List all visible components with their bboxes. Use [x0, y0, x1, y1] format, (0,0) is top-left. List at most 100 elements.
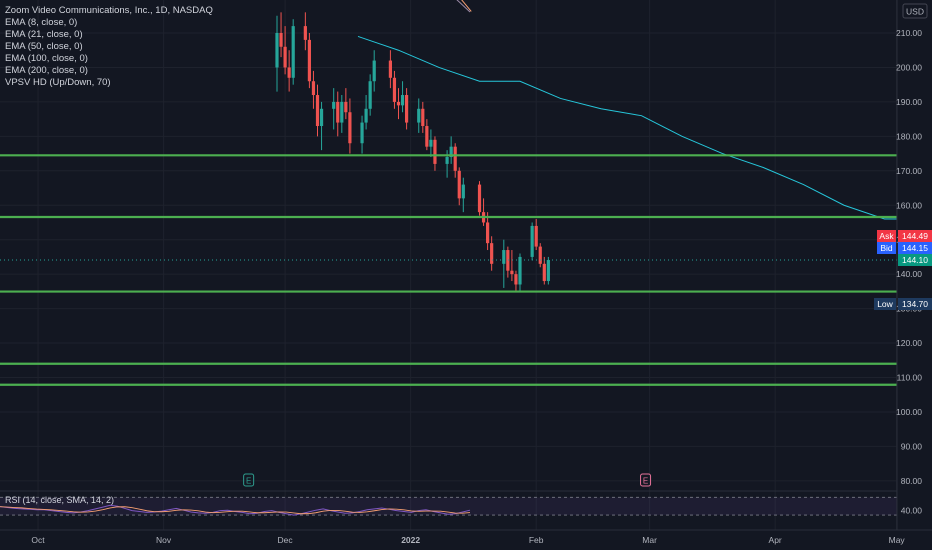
candle-body [457, 170, 461, 199]
time-tick-label: Nov [156, 535, 172, 545]
price-tick-label: 200.00 [896, 62, 922, 72]
candle-body [405, 95, 409, 123]
price-tick-label: 210.00 [896, 28, 922, 38]
candle-body [336, 101, 340, 123]
price-tick-label: 120.00 [896, 338, 922, 348]
price-tick-label: 170.00 [896, 166, 922, 176]
earnings-layer: EEE [243, 473, 652, 487]
chart-legend: Zoom Video Communications, Inc., 1D, NAS… [5, 5, 213, 89]
candle-body [477, 184, 482, 213]
ema-200-line [456, 0, 471, 13]
candle-body [400, 95, 405, 106]
candle-body [506, 250, 510, 271]
earnings-marker[interactable] [640, 473, 652, 487]
price-tag-name: Ask [879, 231, 894, 241]
candle-body [461, 184, 465, 199]
candle-body [303, 26, 307, 40]
price-tag-name: Low [877, 299, 893, 309]
rsi-tick-label: 40.00 [901, 506, 923, 516]
candle-body [421, 108, 425, 127]
candle-body [275, 33, 279, 68]
candle-body [311, 81, 316, 96]
time-tick-label: Dec [278, 535, 294, 545]
candle-body [445, 157, 449, 164]
ema-fast-line [357, 35, 909, 220]
candle-body [315, 95, 320, 127]
price-tick-label: 90.00 [901, 441, 923, 451]
price-tag-name-box [877, 230, 896, 242]
candle-body [530, 225, 534, 257]
candle-body [417, 108, 421, 123]
legend-ema-100[interactable]: EMA (100, close, 0) [5, 53, 88, 64]
candle-body [546, 260, 550, 282]
symbol-title[interactable]: Zoom Video Communications, Inc., 1D, NAS… [5, 5, 213, 16]
legend-vpsv[interactable]: VPSV HD (Up/Down, 70) [5, 77, 111, 88]
price-tag-box [898, 230, 932, 242]
time-axis[interactable]: SepOctNovDec2022FebMarAprMayJunJul [0, 529, 932, 545]
candle-body [307, 39, 311, 82]
price-tag-value: 144.10 [902, 255, 928, 265]
candle-body [360, 122, 364, 144]
earnings-marker-label: E [246, 477, 251, 486]
rsi-label[interactable]: RSI (14, close, SMA, 14, 2) [5, 495, 114, 505]
price-tag-value: 134.70 [902, 299, 928, 309]
price-tick-label: 160.00 [896, 200, 922, 210]
candle-body [332, 101, 336, 109]
price-tick-label: 100.00 [896, 407, 922, 417]
candle-body [344, 101, 348, 113]
time-tick-label: Mar [642, 535, 657, 545]
candle-body [514, 274, 518, 285]
candle-body [319, 108, 324, 127]
time-tick-label: Apr [769, 535, 782, 545]
candle-body [429, 139, 433, 147]
candle-body [534, 225, 538, 247]
legend-ema-8[interactable]: EMA (8, close, 0) [5, 17, 78, 28]
candle-body [449, 146, 453, 158]
time-tick-label: May [889, 535, 906, 545]
price-tags: Ask 144.49 Bid 144.15 144.10 Low 134.70 [874, 230, 932, 310]
price-tick-label: 190.00 [896, 97, 922, 107]
earnings-marker-label: E [643, 477, 648, 486]
candle-body [425, 126, 429, 147]
candle-body [542, 263, 546, 282]
candle-body [372, 60, 376, 82]
candle-body [490, 243, 494, 264]
candle-body [364, 108, 368, 123]
candle-body [510, 270, 514, 275]
candle-body [368, 81, 372, 109]
price-tag-box [898, 254, 932, 266]
rsi-pane[interactable]: RSI (14, close, SMA, 14, 2) [0, 490, 897, 516]
legend-ema-21[interactable]: EMA (21, close, 0) [5, 29, 83, 40]
price-tag-name: Bid [880, 243, 893, 253]
candle-layer [0, 12, 897, 292]
candle-body [518, 256, 522, 285]
time-tick-label: 2022 [401, 535, 420, 545]
earnings-marker[interactable] [243, 473, 255, 487]
time-tick-label: Oct [31, 535, 45, 545]
legend-ema-200[interactable]: EMA (200, close, 0) [5, 65, 88, 76]
currency-badge[interactable] [902, 3, 928, 19]
price-tag-name-box [874, 298, 896, 310]
currency-label: USD [906, 7, 924, 17]
price-tag-value: 144.49 [902, 231, 928, 241]
rsi-sma-line [0, 506, 471, 515]
price-axis-bg [897, 0, 932, 550]
time-tick-label: Feb [529, 535, 544, 545]
price-tag-name-box [877, 242, 896, 254]
candle-body [388, 60, 392, 78]
legend-ema-50[interactable]: EMA (50, close, 0) [5, 41, 83, 52]
price-tag-box [898, 298, 932, 310]
candle-body [396, 101, 401, 106]
price-tag-value: 144.15 [902, 243, 928, 253]
price-tick-label: 180.00 [896, 131, 922, 141]
candle-body [283, 46, 287, 68]
candle-body [453, 146, 457, 171]
candle-body [279, 33, 283, 47]
candle-body [392, 77, 397, 102]
candle-body [287, 67, 291, 78]
price-tag-box [898, 242, 932, 254]
ema-layer [357, 0, 909, 220]
price-axis[interactable]: USD 210.00 200.00 190.00 180.00 170.00 160.00 1… [896, 0, 932, 550]
